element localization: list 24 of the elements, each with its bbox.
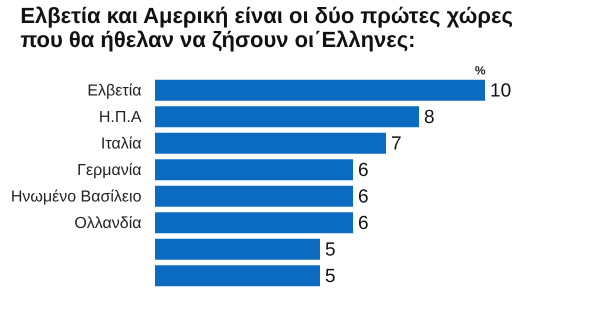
bar bbox=[155, 159, 353, 180]
bar bbox=[155, 106, 419, 128]
data-label: 10 bbox=[490, 80, 512, 102]
y-tick-label: Ολλανδία bbox=[74, 214, 142, 232]
y-tick-label: Γερμανία bbox=[77, 162, 142, 179]
x-axis-title: % bbox=[474, 64, 486, 78]
bar bbox=[155, 212, 353, 234]
data-label: 6 bbox=[358, 160, 369, 181]
data-label: 5 bbox=[325, 266, 336, 287]
data-label: 6 bbox=[358, 186, 369, 208]
bar bbox=[155, 132, 386, 154]
y-tick-label: Ιταλία bbox=[100, 135, 142, 152]
y-tick-label: Ελβετία bbox=[87, 82, 142, 100]
data-label: 7 bbox=[391, 133, 402, 154]
bar bbox=[155, 186, 353, 207]
data-label: 8 bbox=[424, 106, 435, 128]
y-tick-label: Η.Π.Α bbox=[98, 108, 142, 126]
chart-title: Ελβετία και Αμερική είναι οι δύο πρώτες χώρες που θα ήθελαν να ζήσουν οι΄Ελληνες: bbox=[20, 3, 513, 52]
bar bbox=[155, 238, 320, 260]
bar bbox=[155, 80, 485, 101]
bar bbox=[155, 265, 320, 286]
data-label: 5 bbox=[325, 239, 336, 260]
y-tick-label: Ηνωμένο Βασίλειο bbox=[10, 188, 142, 206]
data-label: 6 bbox=[358, 212, 369, 234]
